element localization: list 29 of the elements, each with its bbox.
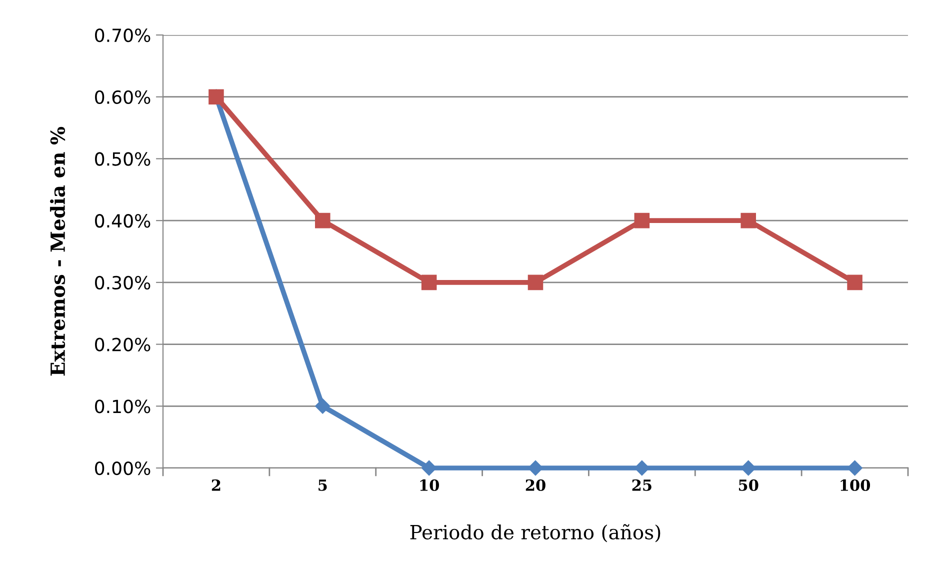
y-tick-label: 0.20% [95,338,150,352]
point [740,460,756,476]
x-tick-label: 10 [420,479,439,491]
point [634,212,650,228]
x-tick-label: 20 [526,479,546,491]
point [847,460,862,476]
x-tick-label: 50 [738,479,758,491]
point [315,398,330,414]
y-tick-label: 0.30% [95,276,150,290]
x-tick-label: 100 [840,479,870,491]
y-tick-label: 0.70% [95,28,150,42]
y-tick-label: 0.00% [95,461,150,476]
x-axis-title: Periodo de retorno (años) [410,524,660,542]
y-tick-label: 0.50% [95,152,150,166]
point [528,274,544,290]
point [421,274,437,290]
y-tick-label: 0.60% [95,90,150,104]
x-tick-label: 25 [632,479,652,491]
y-axis-title: Extremos - Media en % [50,126,66,376]
point [847,274,862,290]
point [422,460,437,476]
point [528,460,544,476]
x-tick-label: 2 [212,479,220,491]
x-tick-label: 5 [318,480,327,491]
point [634,460,650,476]
point [740,212,756,228]
point [315,212,330,228]
y-tick-label: 0.40% [95,214,150,228]
y-tick-label: 0.10% [95,400,150,414]
